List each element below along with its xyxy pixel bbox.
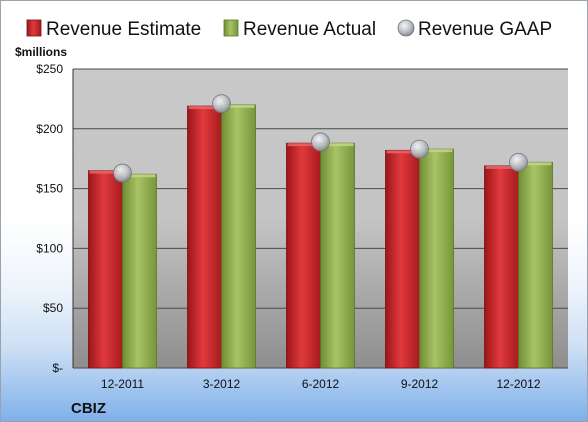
bar-revenue-estimate: [385, 149, 420, 369]
marker-revenue-gaap: [509, 152, 528, 172]
bar-top-highlight: [321, 143, 354, 147]
marker-revenue-gaap: [410, 139, 429, 159]
bar-top-highlight: [485, 165, 518, 169]
x-tick-label: 12-2012: [496, 377, 540, 391]
y-axis-unit-label: $millions: [15, 45, 67, 59]
bar-revenue-actual: [419, 148, 454, 369]
bar-top-highlight: [89, 170, 122, 174]
bar-top-highlight: [287, 143, 320, 147]
bar-revenue-estimate: [88, 170, 123, 369]
y-tick-label: $250: [36, 62, 63, 76]
legend-label: Revenue Estimate: [46, 19, 201, 40]
x-tick-label: 12-2011: [101, 377, 144, 391]
marker-revenue-gaap: [212, 94, 231, 114]
legend: Revenue Estimate Revenue Actual Revenue GA…: [26, 19, 552, 40]
company-label: CBIZ: [71, 400, 106, 417]
y-tick-label: $200: [36, 122, 63, 136]
bar-top-highlight: [188, 106, 221, 110]
legend-label: Revenue Actual: [243, 19, 376, 40]
marker-revenue-gaap: [311, 132, 330, 152]
bar-revenue-actual: [320, 142, 355, 369]
y-tick-label: $50: [43, 301, 63, 315]
bar-top-highlight: [386, 150, 419, 154]
y-tick-label: $150: [36, 182, 63, 196]
y-tick-label: $100: [36, 241, 63, 255]
y-tick-label: $-: [52, 361, 63, 375]
legend-label: Revenue GAAP: [418, 19, 552, 40]
bar-revenue-estimate: [484, 165, 519, 369]
x-tick-label: 3-2012: [203, 377, 241, 391]
bar-top-highlight: [519, 162, 552, 166]
axes: $- $50 $100 $150 $200 $250 12-2011 3-2012 6-2012…: [36, 62, 541, 391]
bar-revenue-estimate: [286, 142, 321, 369]
bar-top-highlight: [420, 149, 453, 153]
bar-top-highlight: [222, 104, 255, 108]
x-tick-label: 6-2012: [302, 377, 340, 391]
legend-swatch: [397, 19, 415, 37]
bar-revenue-estimate: [187, 105, 222, 369]
bar-revenue-actual: [518, 161, 553, 369]
bar-top-highlight: [123, 174, 156, 178]
legend-swatch: [26, 19, 42, 37]
x-tick-label: 9-2012: [401, 377, 439, 391]
bar-revenue-actual: [221, 104, 256, 369]
marker-revenue-gaap: [113, 163, 132, 183]
legend-swatch: [223, 19, 239, 37]
bars: [88, 94, 553, 369]
bar-revenue-actual: [122, 173, 157, 369]
